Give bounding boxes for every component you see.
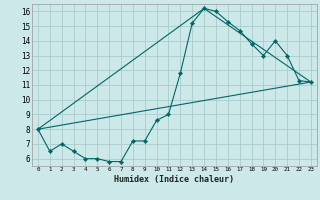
X-axis label: Humidex (Indice chaleur): Humidex (Indice chaleur) bbox=[115, 175, 234, 184]
